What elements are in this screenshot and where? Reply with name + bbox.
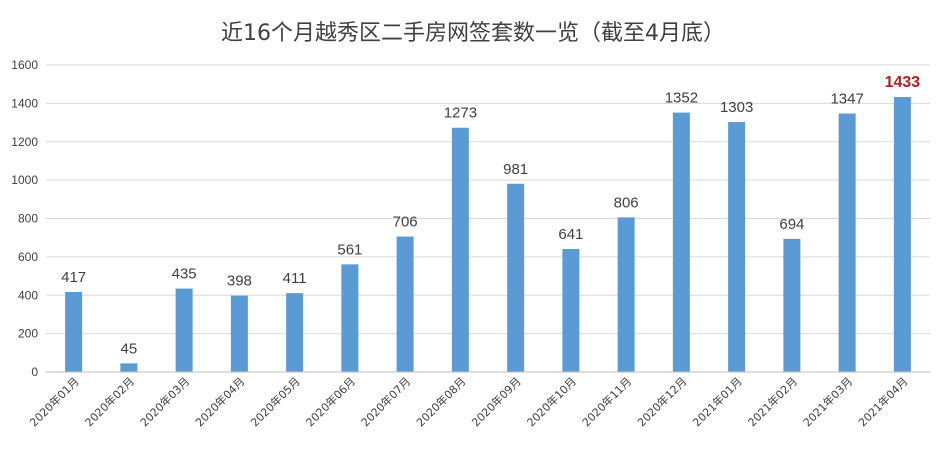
- x-tick-label: 2021年02月: [745, 374, 800, 429]
- data-label: 1273: [444, 105, 477, 122]
- data-label: 981: [503, 161, 528, 178]
- y-tick-label: 1000: [11, 173, 38, 187]
- x-tick-label: 2020年03月: [137, 374, 192, 429]
- bar: [396, 236, 414, 372]
- data-label: 1303: [720, 99, 753, 116]
- data-label: 806: [614, 194, 639, 211]
- data-label: 1347: [830, 91, 863, 108]
- data-label: 706: [393, 214, 418, 231]
- bar: [562, 249, 580, 372]
- x-axis-ticks: 2020年01月 2020年02月 2020年03月 2020年04月 2020年05月…: [27, 374, 911, 429]
- y-tick-label: 400: [18, 288, 38, 302]
- y-tick-label: 800: [18, 212, 38, 226]
- data-label: 694: [779, 216, 804, 233]
- x-tick-label: 2020年10月: [524, 374, 579, 429]
- bar: [341, 264, 359, 372]
- data-label: 411: [283, 270, 307, 287]
- chart-title: 近16个月越秀区二手房网签套数一览（截至4月底）: [221, 21, 725, 46]
- bar: [783, 238, 801, 372]
- x-tick-label: 2020年12月: [634, 374, 689, 429]
- data-labels: 417 45 435 398 411 561 706 1273 981 641 806 1352 130…: [61, 74, 920, 357]
- x-tick-label: 2020年08月: [413, 374, 468, 429]
- data-label: 561: [337, 241, 362, 258]
- bar: [451, 127, 469, 372]
- bar: [838, 113, 856, 372]
- data-label: 417: [61, 269, 86, 286]
- x-tick-label: 2021年01月: [690, 374, 745, 429]
- bar: [728, 121, 746, 372]
- bar: [65, 291, 83, 372]
- data-label-highlight: 1433: [885, 74, 921, 91]
- x-tick-label: 2020年07月: [358, 374, 413, 429]
- data-label: 1352: [665, 90, 698, 107]
- y-axis-ticks: 0 200 400 600 800 1000 1200 1400 1600: [11, 58, 38, 379]
- bars: [65, 97, 911, 373]
- data-label: 435: [172, 266, 197, 283]
- bar: [672, 112, 690, 373]
- x-tick-label: 2020年05月: [248, 374, 303, 429]
- bar: [507, 183, 525, 372]
- bar: [120, 363, 138, 372]
- bar: [617, 217, 635, 372]
- x-tick-label: 2020年04月: [192, 374, 247, 429]
- x-tick-label: 2021年04月: [855, 374, 910, 429]
- y-tick-label: 1400: [11, 96, 38, 110]
- y-tick-label: 200: [18, 327, 38, 341]
- x-tick-label: 2020年09月: [469, 374, 524, 429]
- gridlines: [46, 64, 930, 335]
- x-tick-label: 2020年02月: [82, 374, 137, 429]
- y-tick-label: 1600: [11, 58, 38, 72]
- bar: [286, 293, 304, 372]
- x-tick-label: 2021年03月: [800, 374, 855, 429]
- y-tick-label: 1200: [11, 135, 38, 149]
- y-tick-label: 600: [18, 250, 38, 264]
- data-label: 641: [558, 226, 583, 243]
- x-tick-label: 2020年01月: [27, 374, 82, 429]
- bar: [893, 97, 911, 372]
- x-tick-label: 2020年11月: [579, 374, 634, 429]
- data-label: 45: [121, 340, 138, 357]
- y-tick-label: 0: [31, 365, 38, 379]
- x-tick-label: 2020年06月: [303, 374, 358, 429]
- bar: [230, 295, 248, 372]
- bar: [175, 288, 193, 372]
- data-label: 398: [227, 273, 252, 290]
